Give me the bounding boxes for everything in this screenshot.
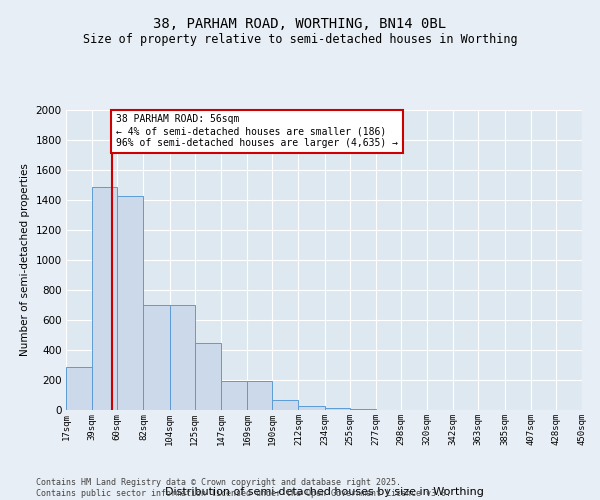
Bar bbox=[170, 305, 195, 410]
Bar bbox=[92, 186, 117, 410]
Bar bbox=[143, 305, 170, 410]
Bar bbox=[247, 381, 272, 410]
Text: Contains HM Land Registry data © Crown copyright and database right 2025.
Contai: Contains HM Land Registry data © Crown c… bbox=[36, 478, 451, 498]
Bar bbox=[272, 400, 298, 410]
Bar bbox=[325, 408, 350, 410]
X-axis label: Distribution of semi-detached houses by size in Worthing: Distribution of semi-detached houses by … bbox=[164, 486, 484, 496]
Bar bbox=[195, 342, 221, 410]
Text: 38 PARHAM ROAD: 56sqm
← 4% of semi-detached houses are smaller (186)
96% of semi: 38 PARHAM ROAD: 56sqm ← 4% of semi-detac… bbox=[116, 114, 398, 148]
Text: 38, PARHAM ROAD, WORTHING, BN14 0BL: 38, PARHAM ROAD, WORTHING, BN14 0BL bbox=[154, 18, 446, 32]
Bar bbox=[298, 406, 325, 410]
Y-axis label: Number of semi-detached properties: Number of semi-detached properties bbox=[20, 164, 30, 356]
Bar bbox=[66, 366, 92, 410]
Bar bbox=[350, 409, 376, 410]
Bar bbox=[117, 196, 143, 410]
Text: Size of property relative to semi-detached houses in Worthing: Size of property relative to semi-detach… bbox=[83, 32, 517, 46]
Bar bbox=[221, 381, 247, 410]
